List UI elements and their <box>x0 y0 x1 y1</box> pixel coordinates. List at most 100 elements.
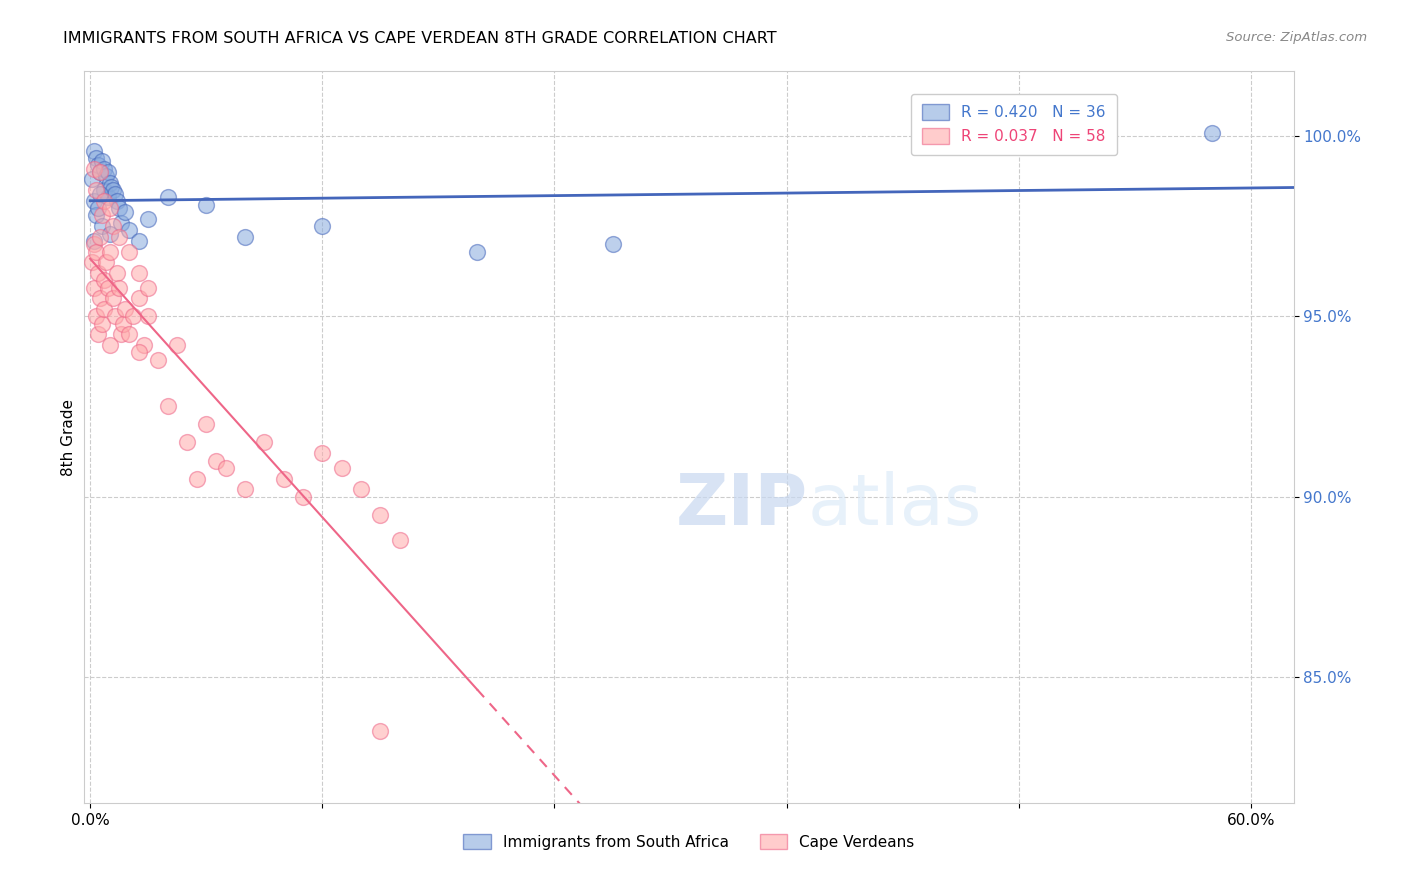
Point <box>103 219 125 234</box>
Point <box>110 327 132 342</box>
Point <box>97 165 120 179</box>
Point <box>103 291 125 305</box>
Point <box>89 165 111 179</box>
Legend: Immigrants from South Africa, Cape Verdeans: Immigrants from South Africa, Cape Verde… <box>456 826 922 857</box>
Point <box>273 471 295 485</box>
Point <box>253 435 276 450</box>
Point <box>90 209 112 223</box>
Point <box>114 205 136 219</box>
Point <box>176 435 198 450</box>
Point <box>233 483 256 497</box>
Point <box>82 255 104 269</box>
Point <box>104 310 127 324</box>
Point <box>128 291 150 305</box>
Point <box>90 317 112 331</box>
Point <box>156 190 179 204</box>
Point <box>136 310 159 324</box>
Point <box>110 216 132 230</box>
Point <box>87 201 110 215</box>
Point <box>90 219 112 234</box>
Point <box>291 490 314 504</box>
Point <box>97 280 120 294</box>
Point <box>93 161 115 176</box>
Point <box>83 280 105 294</box>
Point <box>311 219 333 234</box>
Text: Source: ZipAtlas.com: Source: ZipAtlas.com <box>1226 31 1367 45</box>
Point <box>108 280 131 294</box>
Point <box>136 212 159 227</box>
Point <box>97 190 120 204</box>
Point <box>90 154 112 169</box>
Point <box>128 266 150 280</box>
Point <box>83 194 105 208</box>
Point <box>108 201 131 215</box>
Point <box>98 338 121 352</box>
Point <box>98 227 121 241</box>
Point <box>87 266 110 280</box>
Text: atlas: atlas <box>808 471 983 540</box>
Point <box>118 223 141 237</box>
Point <box>195 197 218 211</box>
Point <box>136 280 159 294</box>
Point <box>121 310 143 324</box>
Point <box>93 183 115 197</box>
Point <box>89 186 111 201</box>
Point <box>1201 126 1223 140</box>
Point <box>89 165 111 179</box>
Point <box>89 230 111 244</box>
Y-axis label: 8th Grade: 8th Grade <box>60 399 76 475</box>
Point <box>83 161 105 176</box>
Point <box>146 352 169 367</box>
Point <box>84 151 107 165</box>
Point <box>330 460 353 475</box>
Point <box>166 338 188 352</box>
Point <box>602 237 624 252</box>
Point <box>156 400 179 414</box>
Point <box>98 244 121 259</box>
Point <box>100 179 122 194</box>
Point <box>89 291 111 305</box>
Point <box>214 460 236 475</box>
Point <box>195 417 218 432</box>
Point <box>105 194 128 208</box>
Point <box>84 244 107 259</box>
Point <box>103 183 125 197</box>
Point <box>311 446 333 460</box>
Text: ZIP: ZIP <box>675 471 808 540</box>
Point <box>350 483 373 497</box>
Point <box>83 237 105 252</box>
Point <box>83 144 105 158</box>
Point <box>93 273 115 287</box>
Point <box>104 186 127 201</box>
Point <box>98 201 121 215</box>
Point <box>84 183 107 197</box>
Point <box>465 244 488 259</box>
Point <box>84 209 107 223</box>
Point <box>84 310 107 324</box>
Point <box>233 230 256 244</box>
Point <box>370 723 392 738</box>
Point <box>128 234 150 248</box>
Point <box>82 172 104 186</box>
Point <box>105 266 128 280</box>
Point <box>93 302 115 317</box>
Point <box>186 471 208 485</box>
Point <box>93 194 115 208</box>
Point <box>118 327 141 342</box>
Point <box>370 508 392 522</box>
Point <box>128 345 150 359</box>
Point <box>388 533 411 547</box>
Point <box>112 317 135 331</box>
Point <box>94 169 117 183</box>
Text: IMMIGRANTS FROM SOUTH AFRICA VS CAPE VERDEAN 8TH GRADE CORRELATION CHART: IMMIGRANTS FROM SOUTH AFRICA VS CAPE VER… <box>63 31 778 46</box>
Point <box>87 327 110 342</box>
Point <box>205 453 228 467</box>
Point <box>134 338 156 352</box>
Point <box>94 255 117 269</box>
Point <box>114 302 136 317</box>
Point <box>83 234 105 248</box>
Point <box>118 244 141 259</box>
Point <box>108 230 131 244</box>
Point <box>87 158 110 172</box>
Point <box>98 176 121 190</box>
